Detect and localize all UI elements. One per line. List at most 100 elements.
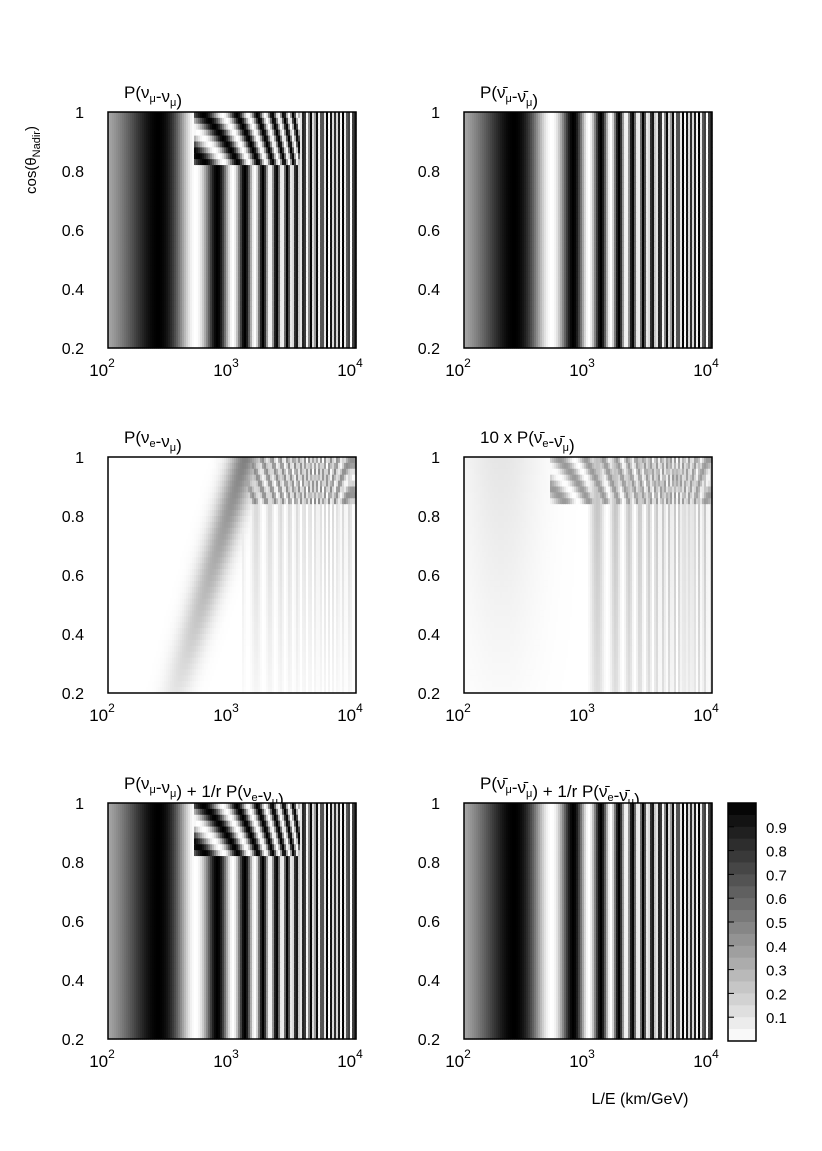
heatmap-cell (108, 182, 111, 190)
heatmap-cell (150, 129, 153, 137)
heatmap-cell (204, 200, 207, 207)
heatmap-cell (112, 153, 115, 160)
heatmap-cell (308, 194, 311, 202)
heatmap-cell (250, 112, 253, 119)
heatmap-cell (138, 159, 141, 166)
heatmap-cell (178, 194, 181, 202)
heatmap-cell (338, 200, 341, 207)
heatmap-cell (154, 165, 157, 172)
heatmap-cell (132, 212, 135, 219)
heatmap-cell (176, 182, 179, 190)
heatmap-cell (336, 176, 339, 184)
heatmap-cell (290, 141, 293, 148)
heatmap-cell (278, 159, 281, 166)
heatmap-cell (166, 147, 169, 154)
heatmap-cell (220, 123, 223, 131)
heatmap-cell (268, 159, 271, 166)
heatmap-cell (278, 182, 281, 190)
heatmap-cell (298, 123, 301, 131)
heatmap-cell (352, 123, 355, 131)
heatmap-cell (306, 135, 309, 143)
heatmap-cell (142, 188, 145, 196)
heatmap-cell (326, 206, 329, 213)
heatmap-cell (126, 135, 129, 143)
heatmap-cell (332, 147, 335, 154)
heatmap-cell (220, 153, 223, 160)
heatmap-cell (304, 123, 307, 131)
heatmap-cell (320, 194, 323, 202)
heatmap-cell (292, 182, 295, 190)
heatmap-cell (148, 112, 151, 119)
heatmap-cell (196, 112, 199, 119)
heatmap-cell (288, 129, 291, 137)
heatmap-cell (182, 117, 185, 125)
heatmap-cell (112, 135, 115, 143)
heatmap-cell (278, 171, 281, 178)
heatmap-cell (160, 165, 163, 172)
heatmap-cell (178, 206, 181, 213)
heatmap-cell (342, 147, 345, 154)
heatmap-cell (236, 206, 239, 213)
heatmap-cell (152, 165, 155, 172)
heatmap-cell (258, 171, 261, 178)
heatmap-cell (134, 147, 137, 154)
heatmap-cell (238, 135, 241, 143)
heatmap-cell (214, 159, 217, 166)
heatmap-cell (180, 129, 183, 137)
heatmap-cell (200, 212, 203, 219)
heatmap-cell (120, 135, 123, 143)
heatmap-cell (242, 212, 245, 219)
heatmap-cell (168, 123, 171, 131)
heatmap-cell (144, 159, 147, 166)
heatmap-cell (176, 171, 179, 178)
heatmap-cell (312, 165, 315, 172)
heatmap-cell (220, 194, 223, 202)
heatmap-cell (116, 212, 119, 219)
heatmap-cell (342, 182, 345, 190)
heatmap-cell (314, 182, 317, 190)
heatmap-cell (224, 212, 227, 219)
heatmap-cell (318, 206, 321, 213)
heatmap-cell (166, 123, 169, 131)
heatmap-cell (290, 182, 293, 190)
heatmap-cell (162, 165, 165, 172)
heatmap-cell (108, 159, 111, 166)
heatmap-cell (230, 153, 233, 160)
heatmap-cell (352, 159, 355, 166)
heatmap-cell (282, 135, 285, 143)
heatmap-cell (144, 153, 147, 160)
heatmap-cell (192, 212, 195, 219)
heatmap-cell (346, 117, 349, 125)
heatmap-cell (238, 194, 241, 202)
heatmap-cell (222, 165, 225, 172)
heatmap-cell (342, 129, 345, 137)
heatmap-cell (304, 159, 307, 166)
heatmap-cell (190, 141, 193, 148)
heatmap-cell (246, 112, 249, 119)
heatmap-cell (302, 206, 305, 213)
heatmap-cell (174, 117, 177, 125)
heatmap-cell (114, 182, 117, 190)
heatmap-cell (332, 135, 335, 143)
heatmap-cell (170, 129, 173, 137)
heatmap-cell (188, 165, 191, 172)
heatmap-cell (228, 200, 231, 207)
heatmap-cell (190, 129, 193, 137)
heatmap-cell (338, 194, 341, 202)
heatmap-cell (298, 182, 301, 190)
heatmap-cell (234, 188, 237, 196)
heatmap-cell (132, 112, 135, 119)
heatmap-cell (126, 159, 129, 166)
heatmap-cell (162, 212, 165, 219)
heatmap-cell (250, 129, 253, 137)
heatmap-cell (150, 135, 153, 143)
heatmap-cell (280, 206, 283, 213)
heatmap-cell (114, 165, 117, 172)
heatmap-cell (182, 206, 185, 213)
heatmap-cell (240, 171, 243, 178)
heatmap-cell (296, 117, 299, 125)
heatmap-cell (270, 182, 273, 190)
heatmap-cell (226, 165, 229, 172)
heatmap-cell (266, 135, 269, 143)
heatmap-cell (338, 188, 341, 196)
